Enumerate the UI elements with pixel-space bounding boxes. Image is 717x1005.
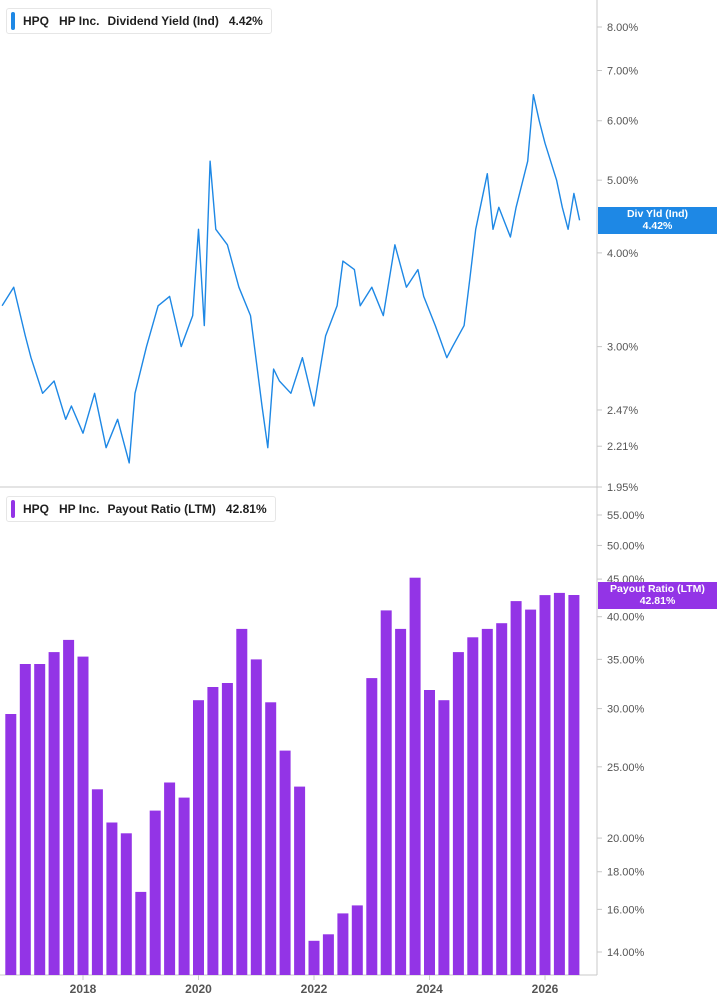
payout-bar [91, 789, 103, 975]
yield-y-tick-label: 8.00% [607, 22, 638, 34]
payout-bar [135, 891, 147, 975]
yield-legend-company: HP Inc. [59, 14, 100, 28]
payout-bar [178, 797, 190, 975]
payout-bar [438, 700, 450, 975]
payout-bar [539, 595, 551, 975]
yield-y-tick-label: 4.00% [607, 248, 638, 260]
x-tick-label: 2022 [301, 982, 328, 996]
payout-bar [496, 623, 508, 975]
payout-bar [48, 652, 60, 975]
payout-bar [525, 609, 537, 975]
payout-bar [568, 595, 580, 975]
payout-y-tick-label: 40.00% [607, 612, 645, 624]
payout-bar [409, 577, 421, 975]
payout-bar [279, 750, 291, 975]
payout-bar [366, 678, 378, 975]
payout-last-value-tag: Payout Ratio (LTM) 42.81% [598, 582, 717, 609]
payout-bar [236, 628, 248, 975]
payout-series [5, 577, 580, 975]
payout-y-tick-label: 35.00% [607, 654, 645, 666]
payout-tag-title: Payout Ratio (LTM) [610, 583, 705, 595]
yield-legend[interactable]: HPQ HP Inc. Dividend Yield (Ind) 4.42% [6, 8, 272, 34]
payout-legend-swatch [11, 500, 15, 518]
payout-bar [207, 687, 219, 975]
yield-y-tick-label: 1.95% [607, 482, 638, 494]
yield-y-tick-label: 2.47% [607, 405, 638, 417]
payout-bar [510, 601, 522, 975]
yield-series [1, 94, 581, 464]
payout-y-tick-label: 55.00% [607, 510, 645, 522]
x-tick-label: 2018 [70, 982, 97, 996]
payout-bar [294, 786, 306, 975]
payout-bar [19, 664, 31, 975]
payout-bar [337, 913, 349, 975]
payout-bar [77, 656, 89, 975]
payout-bar [63, 639, 75, 975]
yield-y-tick-label: 6.00% [607, 116, 638, 128]
payout-bar [106, 822, 118, 975]
payout-legend-value: 42.81% [225, 502, 267, 516]
payout-y-tick-label: 20.00% [607, 833, 645, 845]
payout-y-tick-label: 50.00% [607, 540, 645, 552]
payout-bar [34, 664, 46, 975]
payout-bar [265, 702, 277, 975]
payout-bar [395, 628, 407, 975]
payout-bar [149, 810, 161, 975]
payout-bar [5, 714, 17, 975]
yield-legend-value: 4.42% [228, 14, 263, 28]
yield-legend-swatch [11, 12, 15, 30]
payout-bar [322, 934, 334, 975]
payout-y-tick-label: 14.00% [607, 947, 645, 959]
payout-legend[interactable]: HPQ HP Inc. Payout Ratio (LTM) 42.81% [6, 496, 276, 522]
x-tick-label: 2026 [532, 982, 559, 996]
payout-legend-metric: Payout Ratio (LTM) [107, 502, 216, 516]
payout-bar [380, 610, 392, 975]
payout-bar [221, 683, 233, 975]
yield-y-tick-label: 3.00% [607, 342, 638, 354]
payout-bar [120, 833, 132, 975]
payout-bar [193, 700, 204, 975]
payout-y-tick-label: 16.00% [607, 904, 645, 916]
yield-line [1, 94, 581, 464]
payout-bar [553, 592, 565, 975]
yield-y-tick-label: 5.00% [607, 175, 638, 187]
payout-bar [452, 652, 464, 975]
yield-y-tick-label: 2.21% [607, 441, 638, 453]
payout-bar [250, 659, 262, 975]
yield-tag-title: Div Yld (Ind) [626, 208, 689, 220]
payout-y-tick-label: 25.00% [607, 762, 645, 774]
axis-ticks: 8.00% 7.00% 6.00% 5.00% 4.00% 3.00% 2.47% 2.21%… [70, 22, 645, 996]
payout-y-tick-label: 18.00% [607, 867, 645, 879]
payout-bar [481, 628, 493, 975]
x-tick-label: 2020 [185, 982, 212, 996]
x-tick-label: 2024 [416, 982, 443, 996]
yield-legend-metric: Dividend Yield (Ind) [107, 14, 219, 28]
yield-legend-ticker: HPQ [23, 14, 50, 28]
yield-tag-value: 4.42% [642, 220, 673, 232]
payout-legend-ticker: HPQ [23, 502, 50, 516]
yield-last-value-tag: Div Yld (Ind) 4.42% [598, 207, 717, 234]
payout-bar [308, 940, 320, 975]
payout-bar [467, 637, 479, 975]
payout-legend-company: HP Inc. [59, 502, 100, 516]
payout-tag-value: 42.81% [639, 595, 676, 607]
yield-y-tick-label: 7.00% [607, 66, 638, 78]
payout-bar [424, 690, 435, 975]
payout-bar [351, 905, 363, 975]
payout-y-tick-label: 30.00% [607, 704, 645, 716]
payout-bar [164, 782, 176, 975]
